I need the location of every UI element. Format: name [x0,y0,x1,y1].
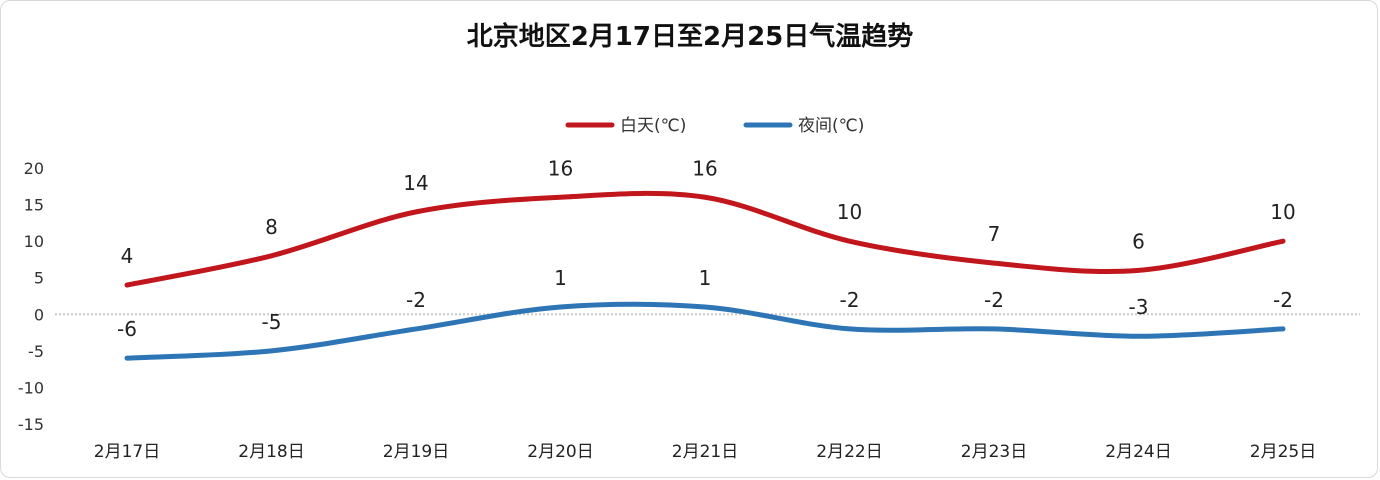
y-tick-label: 10 [24,232,44,251]
y-tick-label: 0 [34,305,44,324]
data-label: 4 [121,244,134,268]
y-tick-label: 20 [24,159,44,178]
data-label: -3 [1129,295,1149,319]
series-lines [124,190,1286,361]
y-tick-label: 15 [24,196,44,215]
x-tick-label: 2月22日 [816,442,882,462]
x-tick-label: 2月17日 [94,442,160,462]
data-label: -6 [117,317,137,341]
legend-label-0: 白天(℃) [620,116,686,136]
data-label: 7 [988,222,1001,246]
x-tick-label: 2月18日 [238,442,304,462]
data-label: 1 [554,266,567,290]
data-label: 16 [692,156,717,180]
y-tick-label: 5 [34,269,44,288]
data-label: 10 [837,200,862,224]
series-line-1 [124,301,1286,361]
series-line-0 [124,190,1286,288]
data-label: 8 [265,215,278,239]
data-label: -2 [1273,288,1293,312]
data-label: -2 [406,288,426,312]
y-tick-label: -15 [18,415,44,434]
data-label: 1 [699,266,712,290]
data-label: 6 [1132,229,1145,253]
x-tick-label: 2月23日 [961,442,1027,462]
chart-title: 北京地区2月17日至2月25日气温趋势 [466,22,914,52]
y-tick-label: -10 [18,378,44,397]
legend-label-1: 夜间(℃) [798,116,864,136]
y-tick-label: -5 [28,342,44,361]
x-tick-label: 2月24日 [1105,442,1171,462]
data-labels: 4 8 14 16 16 10 7 6 10 -6 -5 -2 1 1 -2 -2 -3 -2 [117,156,1296,341]
data-label: -5 [262,310,282,334]
axes: 20 15 10 5 0 -5 -10 -15 2月17日 2月18日 2月19日 2月20日 2月21… [18,159,1360,462]
data-label: 14 [403,171,428,195]
data-label: -2 [840,288,860,312]
data-label: 10 [1270,200,1295,224]
x-tick-label: 2月21日 [672,442,738,462]
legend: 白天(℃) 夜间(℃) [565,116,864,136]
data-label: 16 [548,156,573,180]
x-tick-label: 2月20日 [527,442,593,462]
x-tick-label: 2月19日 [383,442,449,462]
x-tick-label: 2月25日 [1250,442,1316,462]
data-label: -2 [984,288,1004,312]
